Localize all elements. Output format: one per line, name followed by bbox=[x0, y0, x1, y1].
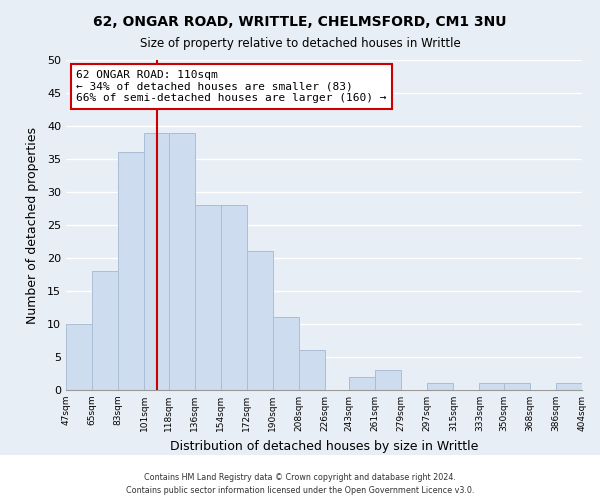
X-axis label: Distribution of detached houses by size in Writtle: Distribution of detached houses by size … bbox=[170, 440, 478, 452]
Text: Size of property relative to detached houses in Writtle: Size of property relative to detached ho… bbox=[140, 38, 460, 51]
Text: 62, ONGAR ROAD, WRITTLE, CHELMSFORD, CM1 3NU: 62, ONGAR ROAD, WRITTLE, CHELMSFORD, CM1… bbox=[93, 15, 507, 29]
Bar bbox=[66, 324, 92, 390]
Text: 62 ONGAR ROAD: 110sqm
← 34% of detached houses are smaller (83)
66% of semi-deta: 62 ONGAR ROAD: 110sqm ← 34% of detached … bbox=[76, 70, 387, 103]
Bar bbox=[144, 132, 169, 390]
Bar bbox=[169, 132, 194, 390]
Bar bbox=[504, 384, 530, 390]
Bar bbox=[92, 271, 118, 390]
Bar bbox=[118, 152, 144, 390]
Bar bbox=[221, 205, 247, 390]
Bar bbox=[247, 252, 272, 390]
Bar bbox=[376, 370, 401, 390]
Bar bbox=[479, 384, 504, 390]
Bar bbox=[556, 384, 582, 390]
Bar bbox=[427, 384, 454, 390]
Bar bbox=[349, 377, 376, 390]
Y-axis label: Number of detached properties: Number of detached properties bbox=[26, 126, 38, 324]
Bar bbox=[299, 350, 325, 390]
Bar bbox=[272, 318, 299, 390]
Bar bbox=[194, 205, 221, 390]
Text: Contains HM Land Registry data © Crown copyright and database right 2024.
Contai: Contains HM Land Registry data © Crown c… bbox=[126, 474, 474, 495]
